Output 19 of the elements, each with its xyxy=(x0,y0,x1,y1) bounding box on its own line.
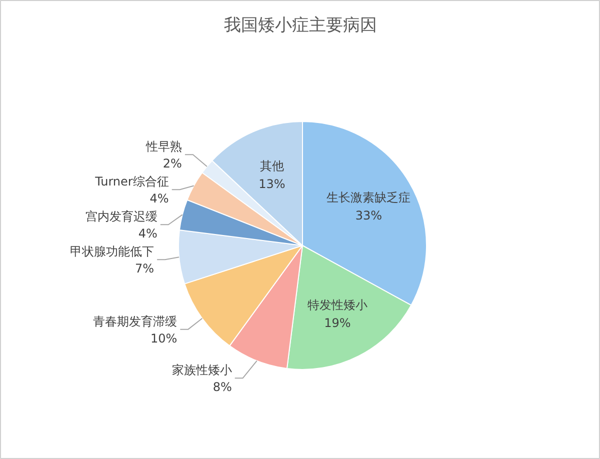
slice-label: 性早熟 xyxy=(144,140,182,154)
data-label: 8% xyxy=(212,380,232,394)
slice-label: 特发性矮小 xyxy=(307,298,368,312)
data-label: 4% xyxy=(150,192,169,206)
slice-label: 家族性矮小 xyxy=(172,363,232,378)
slice-label: 其他 xyxy=(260,158,284,173)
slice-label: 宫内发育迟缓 xyxy=(85,210,158,224)
data-label: 10% xyxy=(150,331,178,346)
data-label: 13% xyxy=(258,176,286,191)
data-label: 33% xyxy=(355,208,382,222)
chart-title: 我国矮小症主要病因 xyxy=(224,16,377,36)
slice-label: Turner综合征 xyxy=(94,174,169,189)
data-label: 2% xyxy=(162,156,182,171)
data-label: 4% xyxy=(138,226,158,241)
slice-label: 甲状腺功能低下 xyxy=(70,244,154,259)
slice-label: 青春期发育滞缓 xyxy=(93,314,178,328)
slice-label: 生长激素缺乏症 xyxy=(326,190,411,204)
data-label: 19% xyxy=(324,316,351,330)
data-label: 7% xyxy=(135,262,154,276)
